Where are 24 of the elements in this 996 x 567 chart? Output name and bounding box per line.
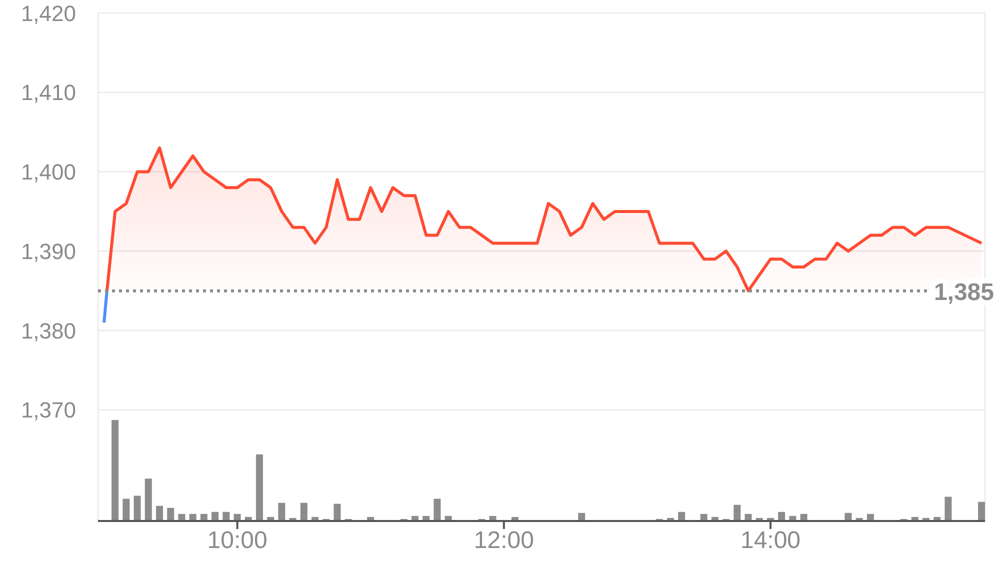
y-tick-label: 1,390 — [20, 238, 76, 264]
x-tick-label: 14:00 — [740, 527, 801, 554]
bar — [434, 498, 441, 521]
bar — [300, 502, 308, 521]
bar — [978, 502, 985, 521]
bar — [122, 498, 130, 521]
y-tick-label: 1,420 — [20, 0, 76, 26]
bar — [734, 504, 741, 521]
bar — [112, 420, 119, 521]
ref-line-label: 1,385 — [934, 278, 994, 306]
y-tick-label: 1,410 — [20, 80, 76, 106]
x-tick-label: 12:00 — [474, 527, 534, 554]
y-tick-label: 1,400 — [20, 160, 76, 185]
bar — [334, 504, 341, 521]
y-tick-label: 1,370 — [20, 398, 76, 423]
bar — [156, 506, 163, 521]
bar — [256, 454, 263, 521]
x-tick-label: 10:00 — [207, 527, 268, 554]
bar — [944, 496, 952, 521]
bar — [278, 502, 286, 521]
bar — [167, 508, 174, 521]
y-tick-label: 1,380 — [20, 318, 76, 344]
bar — [134, 496, 141, 521]
bar — [144, 478, 152, 521]
